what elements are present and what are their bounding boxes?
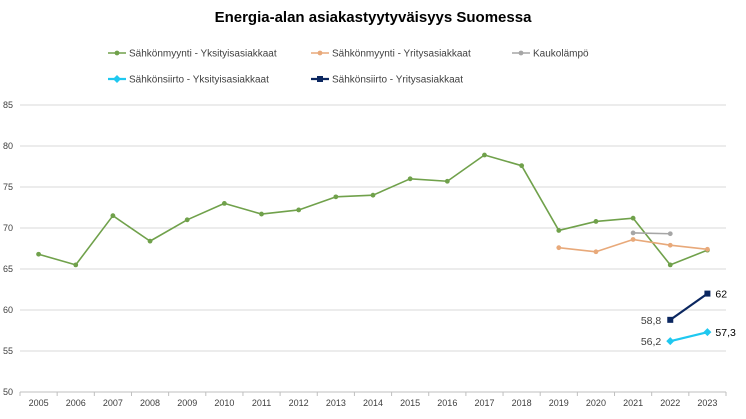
legend-marker (114, 50, 120, 56)
x-tick-label: 2014 (363, 398, 383, 408)
y-tick-label: 65 (3, 264, 13, 274)
legend-label: Sähkönsiirto - Yritysasiakkaat (332, 75, 463, 86)
legend-item-s-hk-nmyynti-yritysasiakkaat: Sähkönmyynti - Yritysasiakkaat (311, 49, 471, 60)
series-s-hk-nmyynti-yritysasiakkaat (556, 237, 710, 255)
plot-area: 56,2 57,3 58,8 62 (36, 152, 736, 348)
legend-label: Kaukolämpö (533, 49, 589, 60)
x-tick-label: 2006 (66, 398, 86, 408)
data-point (667, 316, 674, 323)
data-point (667, 231, 673, 237)
data-label: 62 (715, 289, 727, 301)
data-point (444, 178, 450, 184)
data-point (667, 242, 673, 248)
data-point (630, 215, 636, 221)
x-tick-label: 2015 (400, 398, 420, 408)
x-tick-label: 2021 (623, 398, 643, 408)
series-line (670, 331, 708, 343)
data-label: 57,3 (715, 327, 736, 339)
x-tick-label: 2023 (697, 398, 717, 408)
data-point (110, 213, 116, 219)
chart-title: Energia-alan asiakastyytyväisyys Suomess… (215, 9, 533, 26)
data-label: 56,2 (641, 336, 662, 348)
legend-item-s-hk-nmyynti-yksityisasiakkaat: Sähkönmyynti - Yksityisasiakkaat (108, 49, 277, 60)
data-point (593, 249, 599, 255)
x-tick-label: 2019 (549, 398, 569, 408)
data-point (704, 290, 711, 297)
series-line (633, 232, 671, 235)
y-tick-label: 80 (3, 141, 13, 151)
x-tick-label: 2017 (474, 398, 494, 408)
legend-marker (113, 75, 121, 83)
data-point (630, 230, 636, 236)
data-point (667, 262, 673, 268)
data-point (296, 207, 302, 213)
legend-item-s-hk-nsiirto-yksityisasiakkaat: Sähkönsiirto - Yksityisasiakkaat (108, 75, 269, 86)
x-tick-label: 2016 (437, 398, 457, 408)
x-tick-label: 2022 (660, 398, 680, 408)
series-s-hk-nsiirto-yritysasiakkaat: 58,8 62 (641, 289, 727, 327)
data-point (259, 211, 264, 217)
y-tick-label: 60 (3, 305, 13, 315)
series-kaukol-mp (630, 230, 673, 237)
data-point (630, 237, 636, 242)
x-tick-label: 2010 (214, 398, 234, 408)
legend-label: Sähkönmyynti - Yksityisasiakkaat (129, 49, 277, 60)
axes: 50 55 60 65 70 75 80 85 2005 2006 2007 2008 2009 2010… (3, 100, 727, 408)
series-line (669, 292, 709, 321)
x-tick-label: 2012 (289, 398, 309, 408)
legend: Sähkönmyynti - Yksityisasiakkaat Sähkönmy… (108, 49, 589, 86)
y-tick-label: 55 (3, 346, 13, 356)
x-tick-label: 2007 (103, 398, 123, 408)
legend-item-kaukol-mp: Kaukolämpö (512, 49, 589, 60)
x-tick-label: 2018 (512, 398, 532, 408)
data-point (184, 217, 190, 223)
y-tick-label: 75 (3, 182, 13, 192)
data-point (407, 176, 413, 182)
x-tick-label: 2013 (326, 398, 346, 408)
series-s-hk-nmyynti-yksityisasiakkaat (36, 152, 710, 268)
x-tick-label: 2009 (177, 398, 197, 408)
legend-item-s-hk-nsiirto-yritysasiakkaat: Sähkönsiirto - Yritysasiakkaat (311, 75, 463, 86)
data-point (36, 251, 41, 257)
data-point (221, 201, 227, 206)
data-point (703, 328, 712, 337)
x-tick-label: 2011 (252, 398, 271, 408)
data-point (519, 163, 525, 169)
data-label: 58,8 (641, 315, 662, 327)
legend-marker (317, 50, 323, 56)
legend-label: Sähkönsiirto - Yksityisasiakkaat (129, 75, 269, 86)
data-point (73, 262, 79, 268)
data-point (482, 152, 487, 158)
data-point (593, 219, 599, 224)
data-point (370, 192, 376, 198)
x-tick-label: 2008 (140, 398, 160, 408)
data-point (333, 194, 339, 200)
y-tick-label: 50 (3, 387, 13, 397)
y-tick-label: 70 (3, 223, 13, 233)
data-point (556, 228, 562, 233)
series-s-hk-nsiirto-yksityisasiakkaat: 56,2 57,3 (641, 327, 736, 348)
gridlines (20, 104, 726, 352)
data-point (666, 337, 675, 346)
y-tick-label: 85 (3, 100, 13, 110)
data-point (147, 238, 153, 244)
x-tick-label: 2005 (29, 398, 49, 408)
legend-label: Sähkönmyynti - Yritysasiakkaat (332, 49, 471, 60)
legend-marker (317, 76, 323, 82)
legend-marker (518, 50, 524, 56)
data-point (556, 245, 562, 251)
data-point (705, 246, 710, 252)
x-tick-label: 2020 (586, 398, 606, 408)
